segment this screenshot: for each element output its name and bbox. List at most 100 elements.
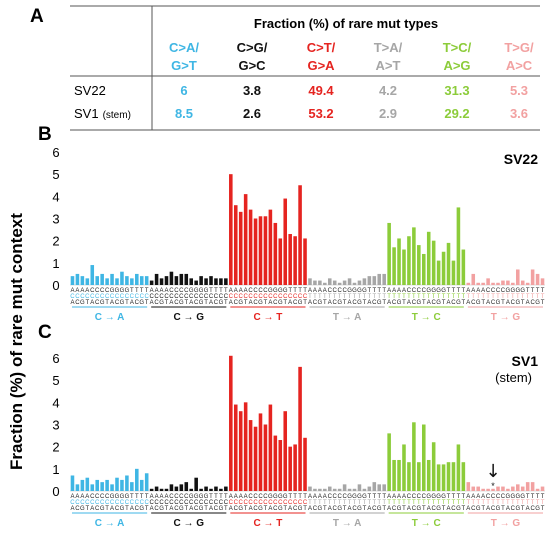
table-column-headers: C>A/G>T C>G/G>C C>T/G>A T>A/A>T T>C/A>G T>G/A…: [169, 40, 534, 73]
context-label-mutated-base: C: [105, 500, 110, 506]
context-label-3prime: T: [521, 506, 525, 512]
bar: [95, 479, 99, 491]
context-label-5prime: A: [308, 288, 312, 294]
context-label-mutated-base: T: [427, 294, 431, 300]
context-label-3prime: T: [105, 506, 109, 512]
bar: [229, 174, 233, 285]
bar: [476, 486, 480, 491]
context-label-5prime: C: [342, 288, 347, 294]
context-label-3prime: A: [110, 300, 114, 306]
bar: [318, 488, 322, 491]
chart-sv22: 0123456ACAACCACGACTCCACCCCCGCCTGCAGCCGCG…: [52, 145, 545, 323]
context-label-3prime: T: [481, 506, 485, 512]
context-label-5prime: G: [362, 494, 367, 500]
context-label-mutated-base: C: [184, 500, 189, 506]
bar: [323, 488, 327, 491]
context-label-3prime: C: [234, 506, 239, 512]
context-label-3prime: G: [139, 506, 144, 512]
context-label-3prime: T: [501, 506, 505, 512]
context-label-5prime: C: [328, 288, 333, 294]
context-label-mutated-base: C: [243, 500, 248, 506]
bar: [313, 488, 317, 491]
chart-title: SV22: [504, 151, 538, 167]
context-label-mutated-base: T: [372, 294, 376, 300]
context-label-3prime: C: [234, 300, 239, 306]
bar: [303, 238, 307, 285]
context-label-3prime: G: [436, 506, 441, 512]
bar: [525, 282, 530, 285]
context-label-5prime: C: [342, 494, 347, 500]
context-label-5prime: G: [431, 494, 436, 500]
context-label-5prime: G: [283, 494, 288, 500]
context-label-5prime: A: [70, 288, 74, 294]
context-label-mutated-base: T: [526, 500, 530, 506]
context-label-5prime: G: [278, 494, 283, 500]
context-label-mutated-base: C: [145, 500, 150, 506]
context-label-5prime: A: [80, 288, 84, 294]
context-label-5prime: G: [352, 494, 357, 500]
bar: [506, 488, 510, 491]
context-label-mutated-base: C: [204, 500, 209, 506]
bar: [194, 280, 198, 285]
context-label-3prime: A: [447, 506, 451, 512]
context-label-mutated-base: T: [457, 294, 461, 300]
bar: [486, 278, 490, 285]
context-label-3prime: C: [194, 506, 199, 512]
context-label-5prime: C: [253, 494, 258, 500]
bar: [392, 459, 396, 491]
context-label-mutated-base: C: [293, 294, 298, 300]
context-label-3prime: A: [229, 300, 233, 306]
bar: [90, 484, 95, 491]
context-label-mutated-base: C: [95, 500, 100, 506]
context-label-3prime: G: [159, 506, 164, 512]
y-axis-title: Fraction (%) of rare mut context: [7, 213, 26, 470]
context-label-5prime: G: [268, 288, 273, 294]
context-label-mutated-base: C: [243, 294, 248, 300]
y-tick-label: 0: [52, 484, 59, 499]
bar: [189, 488, 194, 491]
table-cell: 31.3: [444, 83, 469, 98]
context-label-mutated-base: T: [491, 500, 495, 506]
context-label-mutated-base: T: [531, 294, 535, 300]
context-label-3prime: A: [130, 506, 134, 512]
context-label-5prime: G: [515, 494, 520, 500]
bar: [159, 278, 164, 285]
context-label-5prime: G: [283, 288, 288, 294]
bar: [308, 486, 312, 491]
bar: [263, 424, 268, 491]
context-label-mutated-base: C: [214, 500, 219, 506]
context-label-mutated-base: T: [397, 294, 401, 300]
context-label-5prime: A: [164, 288, 168, 294]
context-label-3prime: A: [209, 506, 213, 512]
context-label-5prime: A: [229, 288, 233, 294]
bar: [303, 437, 307, 491]
context-label-5prime: A: [80, 494, 84, 500]
context-label-mutated-base: T: [368, 294, 372, 300]
context-label-mutated-base: T: [521, 294, 525, 300]
bar: [144, 276, 149, 285]
context-label-mutated-base: T: [412, 500, 416, 506]
context-label-3prime: C: [451, 506, 456, 512]
context-label-5prime: T: [372, 494, 376, 500]
context-label-3prime: A: [486, 506, 490, 512]
bar: [496, 282, 500, 285]
context-label-3prime: A: [70, 506, 74, 512]
context-label-mutated-base: T: [338, 294, 342, 300]
bar: [318, 280, 322, 285]
context-label-3prime: C: [174, 300, 179, 306]
context-label-mutated-base: T: [427, 500, 431, 506]
context-label-5prime: G: [110, 494, 115, 500]
context-label-mutated-base: T: [506, 500, 510, 506]
bar: [135, 468, 139, 491]
context-label-mutated-base: C: [229, 294, 234, 300]
context-label-5prime: C: [407, 288, 412, 294]
context-label-5prime: G: [436, 288, 441, 294]
context-label-mutated-base: C: [75, 500, 80, 506]
annotation-arrow: ↓: [486, 461, 501, 482]
context-label-mutated-base: T: [491, 294, 495, 300]
bar: [184, 273, 189, 285]
bar: [347, 488, 352, 491]
bar: [90, 265, 95, 285]
context-label-5prime: T: [462, 494, 466, 500]
